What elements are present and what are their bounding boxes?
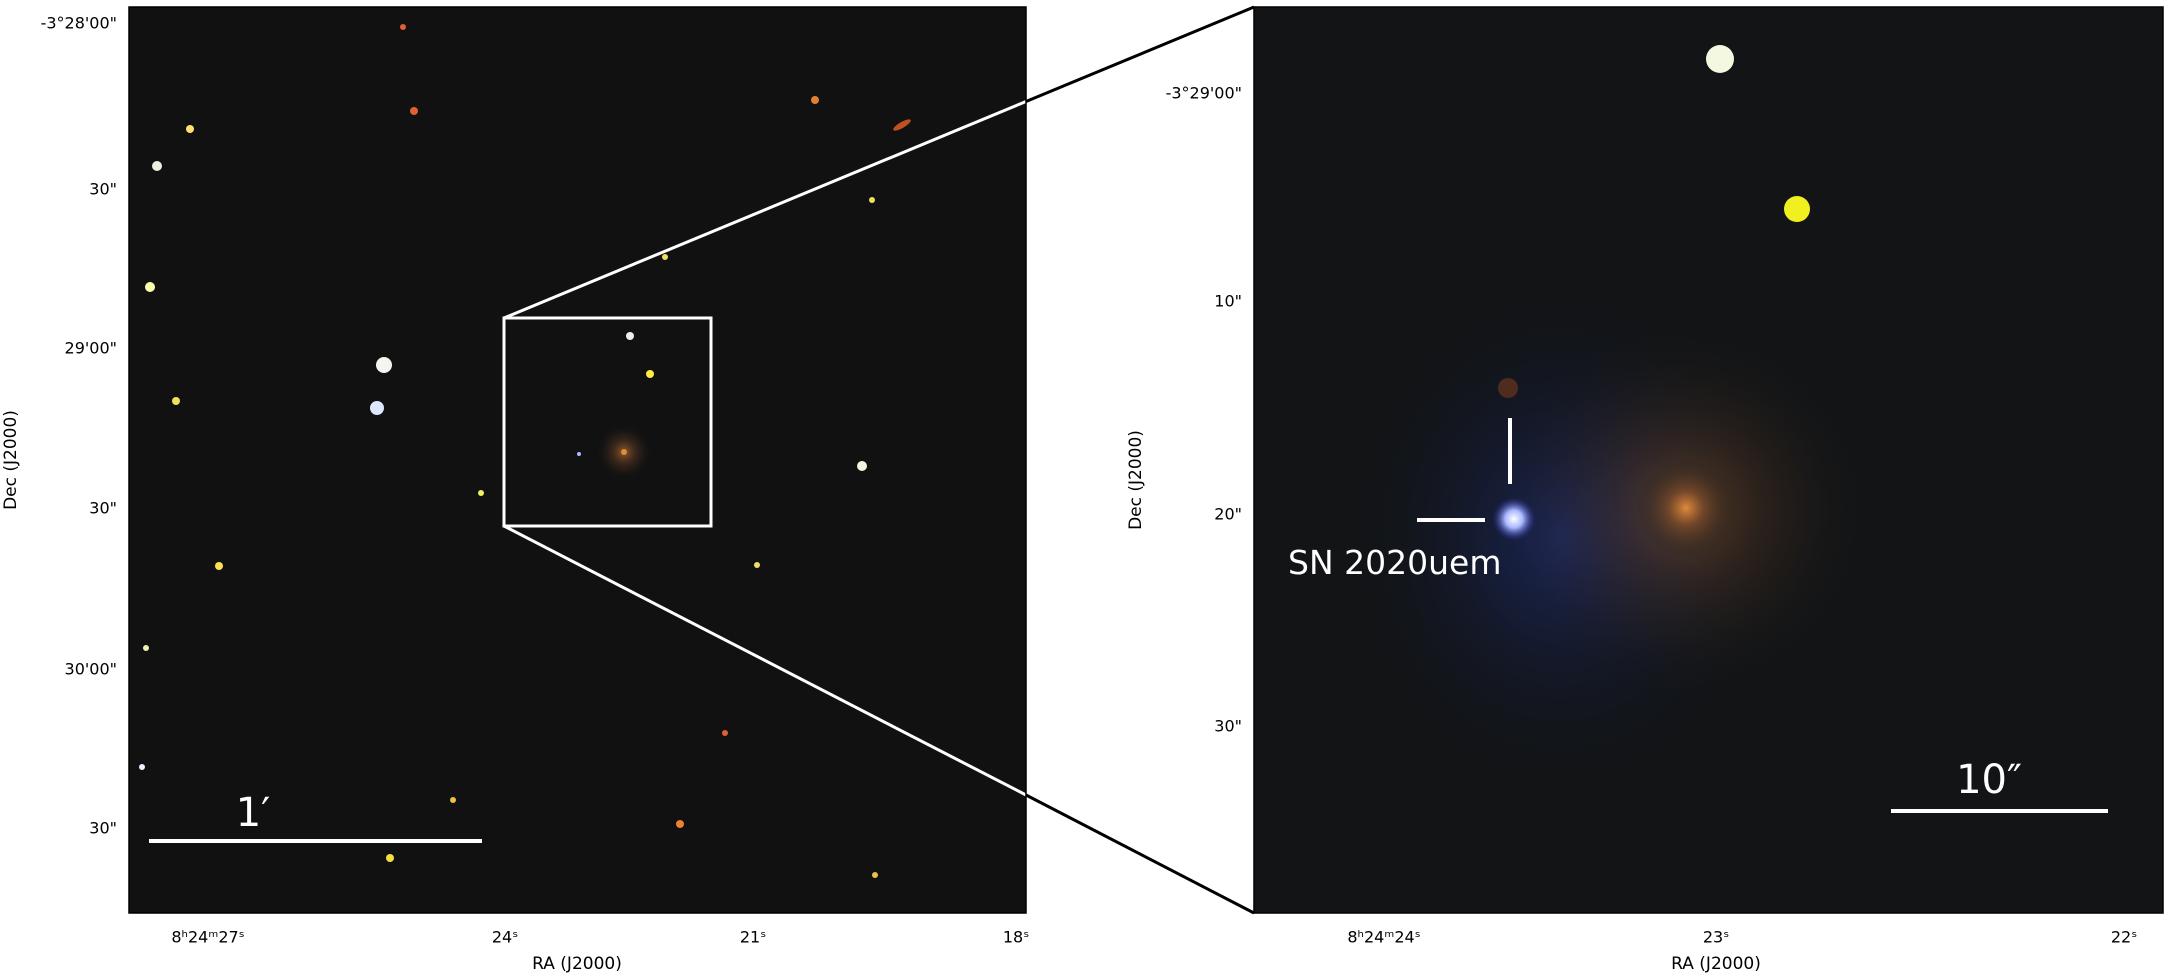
x-tick-label: 8ʰ24ᵐ27ˢ — [171, 928, 244, 947]
y-tick-label: 30" — [1214, 717, 1242, 736]
x-tick-label: 24ˢ — [492, 928, 518, 947]
x-tick-label: 8ʰ24ᵐ24ˢ — [1347, 928, 1420, 947]
left-panel: 1′ -3°28'00" 30" 29'00" 30" 30'00" 30" 8… — [1, 6, 1029, 974]
y-tick-label: 30" — [89, 819, 117, 838]
y-tick-label: 10" — [1214, 292, 1242, 311]
x-tick-label: 21ˢ — [740, 928, 766, 947]
annotation: SN 2020uem — [1288, 543, 1501, 582]
scale-bar-label: 10″ — [1956, 757, 2022, 803]
x-axis-label: RA (J2000) — [1671, 954, 1761, 974]
x-tick-label: 18ˢ — [1003, 928, 1029, 947]
zoom-line — [503, 524, 1027, 797]
scale-bar-label: 1′ — [236, 790, 271, 836]
y-tick-label: 30'00" — [65, 660, 117, 679]
zoom-line — [1025, 5, 1255, 103]
y-tick-label: 20" — [1214, 505, 1242, 524]
y-tick-label: -3°28'00" — [41, 14, 117, 33]
right-panel: SN 2020uem 10″ -3°29'00" 10" 20" 30" 8ʰ2… — [1126, 6, 2164, 974]
y-tick-label: -3°29'00" — [1166, 84, 1242, 103]
zoom-line — [1025, 793, 1255, 915]
y-tick-label: 30" — [89, 180, 117, 199]
x-tick-label: 23ˢ — [1703, 928, 1729, 947]
y-axis-label: Dec (J2000) — [1, 410, 21, 510]
stars — [139, 24, 911, 878]
frame — [1253, 6, 2164, 914]
y-axis-label: Dec (J2000) — [1126, 430, 1146, 530]
sky-image — [129, 7, 1026, 913]
zoom-line — [503, 100, 1027, 320]
y-tick-label: 29'00" — [65, 339, 117, 358]
y-tick-label: 30" — [89, 499, 117, 518]
zoom-box — [502, 316, 713, 528]
x-tick-label: 22ˢ — [2111, 928, 2137, 947]
x-axis-label: RA (J2000) — [532, 954, 622, 974]
frame — [128, 6, 1027, 914]
